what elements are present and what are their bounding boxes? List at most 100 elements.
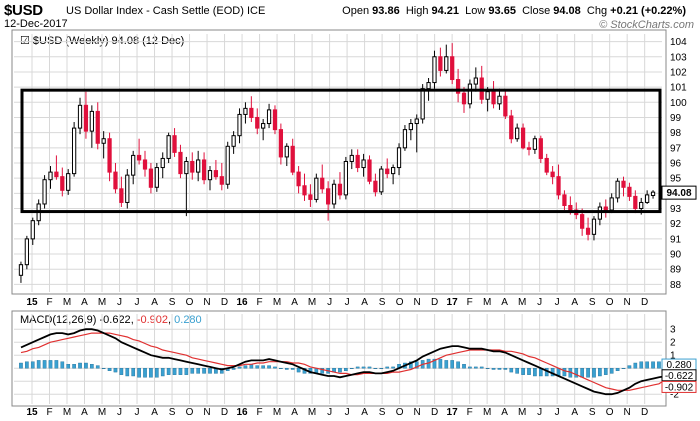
price-x-tick: D [431, 297, 438, 308]
candle-body [207, 170, 213, 181]
macd-x-tick: J [117, 407, 122, 418]
histogram-bar [603, 368, 608, 375]
histogram-bar [645, 361, 649, 369]
candle-body [113, 171, 118, 190]
histogram-bar [450, 360, 455, 369]
macd-legend-prefix: MACD(12,26,9) [20, 314, 97, 326]
candle-body [261, 123, 266, 129]
candle-body [373, 180, 378, 193]
histogram-bar [243, 365, 248, 369]
candle-body [125, 174, 130, 203]
candle-body [580, 214, 585, 229]
histogram-bar [60, 361, 65, 369]
histogram-bar [639, 361, 644, 369]
histogram-bar [627, 365, 632, 369]
chart-date: 12-Dec-2017 [4, 18, 68, 30]
candle-body [166, 135, 171, 159]
candle-body [154, 167, 159, 188]
candle-body [562, 194, 567, 206]
candle-body [550, 171, 555, 178]
histogram-bar [633, 362, 638, 369]
price-x-tick: M [483, 297, 491, 308]
macd-value-tag: 0.280 [666, 360, 691, 371]
price-x-tick: F [257, 297, 263, 308]
macd-x-tick: N [624, 407, 631, 418]
candle-body [479, 77, 484, 100]
candle-body [178, 151, 183, 175]
histogram-bar [355, 366, 360, 369]
candle-body [355, 154, 360, 169]
macd-x-tick: J [345, 407, 350, 418]
price-y-tick: 100 [670, 98, 687, 109]
candle-body [473, 77, 478, 85]
candle-body [615, 180, 620, 199]
candle-body [426, 82, 431, 90]
candle-body [107, 138, 112, 173]
value-tags: 94.08 0.280-0.622-0.902 [661, 185, 697, 393]
macd-x-tick: N [413, 407, 420, 418]
macd-x-tick: A [361, 407, 368, 418]
price-x-tick: F [46, 297, 52, 308]
histogram-bar [515, 368, 520, 374]
candlestick-series [18, 43, 656, 283]
candle-body [526, 147, 532, 150]
histogram-bar [344, 368, 348, 372]
price-y-tick: 92 [670, 219, 682, 230]
candle-body [255, 116, 260, 129]
macd-legend: MACD(12,26,9) -0.622, -0.902, 0.280 [20, 314, 202, 326]
macd-value-tag-box [661, 380, 697, 393]
candle-body [266, 109, 272, 125]
histogram-bar [615, 368, 620, 372]
last-price-tag: 94.08 [666, 188, 691, 199]
histogram-bar [84, 362, 88, 369]
candle-body [308, 194, 313, 200]
histogram-bar [533, 368, 537, 377]
candle-body [414, 118, 419, 125]
histogram-bar [373, 368, 378, 370]
histogram-bar [149, 368, 153, 378]
candle-body [326, 188, 331, 205]
histogram-bar [385, 366, 390, 369]
histogram-bar [609, 368, 614, 374]
price-y-tick: 95 [670, 174, 682, 185]
price-y-tick: 99 [670, 113, 682, 124]
stockcharts-watermark: © StockCharts.com [599, 19, 694, 31]
histogram-bar [78, 362, 82, 369]
candle-body [609, 197, 614, 211]
histogram-bar [143, 368, 147, 378]
histogram-bar [379, 368, 384, 370]
histogram-bar [527, 368, 531, 375]
candle-body [66, 173, 71, 191]
histogram-bar [462, 364, 466, 369]
candle-body [645, 194, 650, 203]
macd-x-tick: J [135, 407, 140, 418]
price-x-tick: 16 [236, 297, 248, 308]
candle-body [213, 170, 219, 178]
histogram-bar [586, 368, 590, 378]
price-panel-frame [11, 29, 667, 295]
histogram-bar [66, 364, 71, 369]
price-y-tick: 96 [670, 159, 682, 170]
candle-body [136, 154, 142, 161]
candle-body [349, 154, 354, 162]
candle-body [390, 167, 396, 175]
candle-body [515, 127, 520, 140]
macd-x-tick: S [589, 407, 596, 418]
price-x-tick: J [345, 297, 350, 308]
price-grid [14, 34, 662, 292]
price-x-tick: A [501, 297, 508, 308]
candle-body [296, 171, 301, 187]
low-value: 93.65 [488, 5, 516, 17]
macd-legend-hist: 0.280 [174, 314, 202, 326]
chg-value: +0.21 (+0.22%) [610, 5, 686, 17]
histogram-bar [497, 368, 502, 370]
histogram-bar [438, 358, 443, 369]
candle-body [585, 227, 591, 235]
macd-x-tick: 17 [447, 407, 459, 418]
macd-value-tag: -0.902 [665, 382, 694, 393]
low-label: Low [465, 5, 486, 17]
macd-signal-line [20, 332, 666, 391]
candle-body [119, 188, 124, 203]
price-y-tick: 88 [670, 280, 682, 291]
price-x-tick: A [291, 297, 298, 308]
